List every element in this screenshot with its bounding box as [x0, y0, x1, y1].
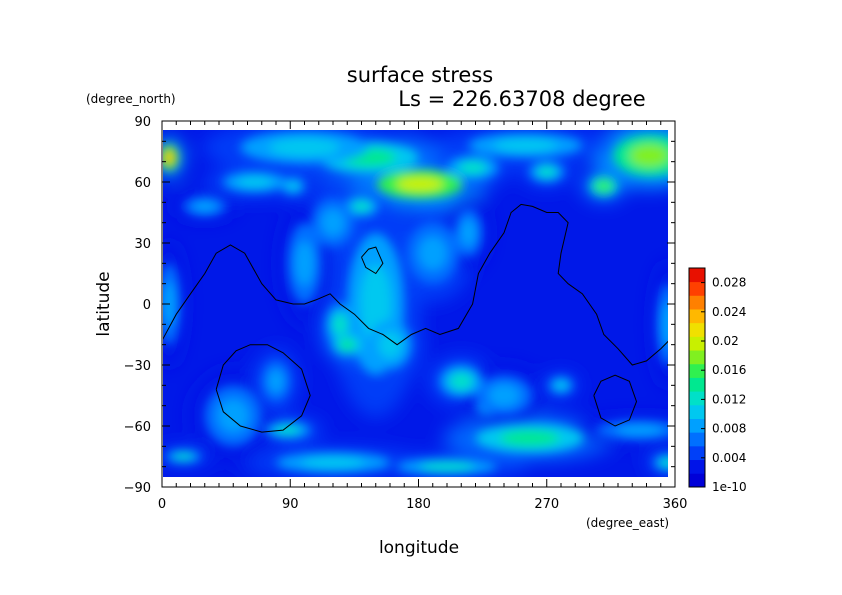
- field-core-30: [173, 453, 193, 460]
- y-tick-label-6: −90: [124, 481, 151, 496]
- field-core-22: [378, 331, 402, 359]
- field-core-14: [458, 161, 487, 175]
- x-axis-title: longitude: [379, 538, 459, 558]
- colorbar-frame: [688, 267, 706, 488]
- colorbar-segment-15: [689, 268, 705, 283]
- field-core-16: [352, 200, 371, 212]
- field-core-7: [499, 430, 560, 447]
- field-hotspot-layer: [163, 131, 668, 475]
- y-tick-label-4: −30: [124, 359, 151, 374]
- colorbar-segment-0: [689, 473, 705, 488]
- y-tick-label-2: 30: [134, 237, 151, 252]
- colorbar-segment-7: [689, 377, 705, 392]
- field-core-26: [449, 372, 474, 391]
- field-core-33: [660, 458, 668, 468]
- contour-line-0: [163, 203, 668, 366]
- field-core-32: [419, 462, 475, 472]
- colorbar-tick-label-7: 0.028: [712, 276, 746, 290]
- field-core-34: [217, 399, 249, 433]
- y-tick-label-3: 0: [143, 298, 151, 313]
- field-core-24: [460, 219, 477, 247]
- field-core-4: [164, 150, 174, 165]
- x-tick-label-3: 270: [534, 497, 559, 512]
- colorbar-segment-10: [689, 336, 705, 351]
- colorbar-segment-11: [689, 322, 705, 337]
- field-core-27: [488, 384, 520, 407]
- field-core-39: [321, 209, 345, 237]
- field-core-29: [615, 424, 663, 436]
- field-core-18: [286, 181, 300, 191]
- y-tick-labels: 90 60 30 0 −30 −60 −90: [124, 115, 151, 496]
- x-tick-label-4: 360: [663, 497, 688, 512]
- x-unit-label: (degree_east): [586, 516, 669, 530]
- colorbar-segment-14: [689, 281, 705, 296]
- chart-title: surface stress: [347, 63, 493, 87]
- contour-line-3: [593, 374, 638, 427]
- colorbar-segment-9: [689, 350, 705, 365]
- field-core-15: [537, 166, 557, 178]
- colorbar-segment-2: [689, 445, 705, 461]
- x-tick-label-1: 90: [282, 497, 299, 512]
- chart-subtitle: Ls = 226.63708 degree: [398, 87, 645, 111]
- colorbar-segment-4: [689, 418, 705, 433]
- field-core-2: [396, 176, 444, 192]
- field-core-13: [595, 180, 612, 192]
- field-core-9: [274, 425, 300, 435]
- field-core-28: [554, 380, 568, 390]
- field-core-12: [494, 138, 557, 153]
- colorbar-tick-label-1: 0.004: [712, 451, 746, 465]
- field-core-35: [268, 370, 284, 393]
- contour-line-1: [361, 246, 384, 275]
- y-axis-title: latitude: [94, 271, 114, 336]
- colorbar: 1e-10 0.004 0.008 0.012 0.016 0.02 0.024 0.028: [688, 267, 747, 494]
- field-core-31: [301, 457, 365, 469]
- field-core-23: [418, 236, 447, 270]
- field-core-17: [237, 176, 272, 188]
- contour-line-2: [215, 344, 311, 433]
- x-tick-label-0: 0: [158, 497, 166, 512]
- colorbar-tick-label-6: 0.024: [712, 305, 746, 319]
- colorbar-segment-13: [689, 295, 705, 310]
- heatmap-field: [162, 121, 675, 487]
- y-unit-label: (degree_north): [86, 92, 176, 106]
- field-core-11: [269, 138, 340, 157]
- x-tick-label-2: 180: [406, 497, 431, 512]
- field-core-38: [661, 301, 668, 347]
- field-core-20: [332, 313, 348, 336]
- colorbar-segment-3: [689, 432, 705, 447]
- colorbar-segment-6: [689, 391, 705, 406]
- colorbar-tick-label-5: 0.02: [712, 334, 739, 348]
- field-core-21: [339, 339, 356, 351]
- y-tick-label-5: −60: [124, 420, 151, 435]
- y-tick-label-0: 90: [134, 115, 151, 130]
- colorbar-tick-label-3: 0.012: [712, 392, 746, 406]
- colorbar-segment-12: [689, 309, 705, 324]
- x-tick-labels: 0 90 180 270 360: [158, 497, 688, 512]
- y-tick-label-1: 60: [134, 176, 151, 191]
- colorbar-tick-label-0: 1e-10: [712, 480, 747, 494]
- field-core-40: [295, 240, 314, 286]
- colorbar-segment-8: [689, 363, 705, 378]
- contour-lines: [163, 203, 668, 433]
- colorbar-segment-5: [689, 404, 705, 419]
- axis-ticks: [161, 120, 676, 488]
- colorbar-tick-label-4: 0.016: [712, 363, 746, 377]
- field-core-36: [192, 200, 217, 212]
- field-core-5: [629, 144, 668, 167]
- colorbar-tick-label-2: 0.008: [712, 422, 746, 436]
- colorbar-segment-1: [689, 459, 705, 474]
